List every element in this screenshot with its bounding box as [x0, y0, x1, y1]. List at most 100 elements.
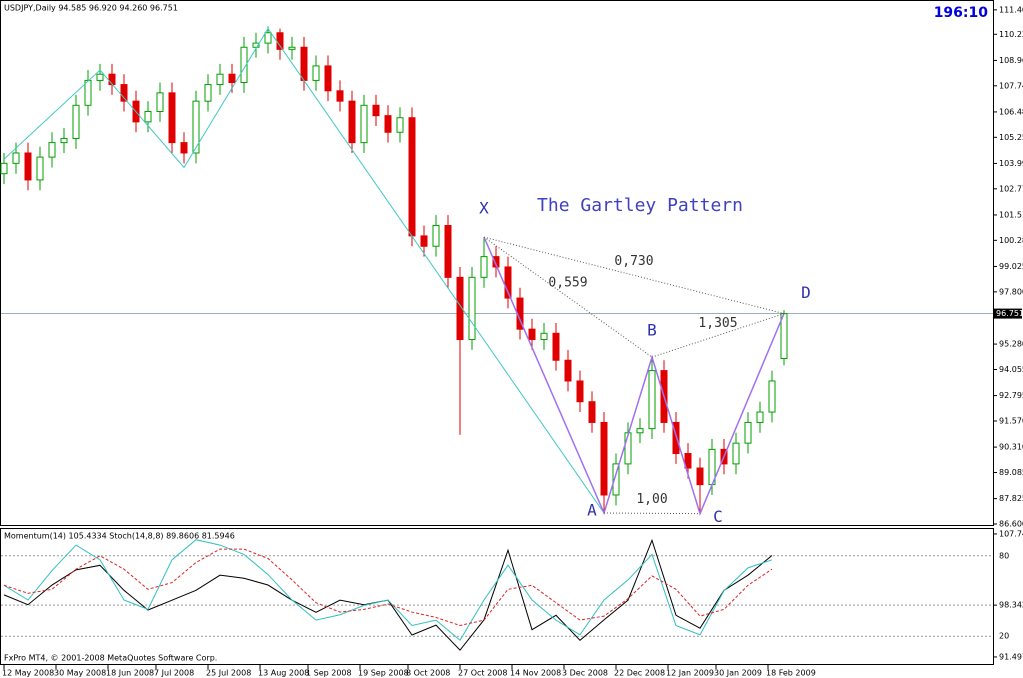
candle-body [24, 152, 32, 181]
candle-body [180, 142, 188, 154]
candle-body [456, 276, 464, 341]
candle-body [144, 111, 152, 123]
y-tick-label: 108.965 [999, 56, 1023, 65]
candle-body [492, 256, 500, 268]
y-tick-label: 90.310 [999, 443, 1023, 452]
candle-body [552, 332, 560, 361]
x-tick-label: 18 Feb 2009 [766, 669, 816, 678]
candle-body [480, 256, 488, 278]
x-tick-label: 8 Oct 2008 [406, 669, 450, 678]
last-price-box [994, 308, 1022, 319]
candle-body [468, 276, 476, 341]
candle-body [36, 156, 44, 181]
candle-body [324, 65, 332, 92]
x-tick-label: 14 Nov 2008 [510, 669, 561, 678]
indicator-panel [0, 528, 994, 665]
y-tick-label: 89.085 [999, 468, 1023, 477]
candle-body [372, 104, 380, 117]
candle-body [240, 46, 248, 83]
x-tick-label: 1 Sep 2008 [306, 669, 352, 678]
annotation-title: The Gartley Pattern [537, 195, 743, 216]
candle-body [684, 453, 692, 469]
candle-body [192, 100, 200, 154]
pattern-point-label: C [713, 507, 723, 526]
y-tick-label: 107.740 [999, 81, 1023, 90]
candle-body [288, 46, 296, 50]
candle-body [264, 32, 272, 44]
ratio-line [651, 313, 785, 358]
y-tick-label: 94.055 [999, 365, 1023, 374]
indicator-header: Momentum(14) 105.4334 Stoch(14,8,8) 89.8… [4, 532, 235, 541]
candle-body [216, 73, 224, 86]
candle-body [744, 421, 752, 444]
zigzag-line [3, 27, 605, 514]
ratio-label: 0,559 [548, 276, 587, 291]
x-tick-label: 27 Oct 2008 [458, 669, 507, 678]
candle-body [768, 380, 776, 413]
candle-body [228, 73, 236, 83]
y-tick-label: 106.480 [999, 107, 1023, 116]
y-tick-label: 91.4975 [999, 652, 1023, 661]
candle-body [276, 32, 284, 50]
x-tick-label: 19 Sep 2008 [358, 669, 409, 678]
candle-body [648, 370, 656, 430]
candle-body [600, 421, 608, 496]
candle-body [564, 359, 572, 382]
y-tick-label: 100.285 [999, 236, 1023, 245]
candle-body [432, 225, 440, 247]
candle-body [384, 115, 392, 133]
y-tick-label: 99.025 [999, 262, 1023, 271]
candle-body [588, 401, 596, 423]
ratio-line [603, 512, 701, 515]
candle-body [396, 117, 404, 133]
candle-body [408, 117, 416, 237]
pattern-point-label: D [801, 283, 811, 302]
candle-body [48, 142, 56, 158]
candle-body [576, 380, 584, 403]
candle-body [444, 225, 452, 278]
ratio-label: 1,00 [636, 492, 667, 507]
candle-body [60, 137, 68, 144]
candle-body [108, 73, 116, 86]
y-tick-label: 105.255 [999, 133, 1023, 142]
candle-body [120, 84, 128, 102]
indicator-line [3, 548, 773, 626]
candle-body [96, 73, 104, 81]
y-tick-label: 110.225 [999, 30, 1023, 39]
candle-body [168, 92, 176, 144]
footer: FxPro MT4, © 2001-2008 MetaQuotes Softwa… [4, 654, 217, 663]
candle-body [156, 92, 164, 113]
candle-body [540, 332, 548, 341]
x-tick-label: 22 Dec 2008 [614, 669, 665, 678]
y-tick-label: 98.3425 [999, 601, 1023, 610]
y-tick-label: 107.7470 [999, 529, 1023, 538]
timer: 196:10 [934, 5, 989, 21]
x-tick-label: 18 Jun 2008 [106, 669, 154, 678]
candle-body [732, 442, 740, 465]
candle-body [72, 104, 80, 139]
symbol-header: USDJPY,Daily 94.585 96.920 94.260 96.751 [4, 4, 178, 13]
y2-tick-label: 20 [999, 632, 1009, 641]
y-tick-label: 86.600 [999, 520, 1023, 529]
candle-body [312, 65, 320, 81]
indicator-line [3, 539, 773, 641]
candle-body [300, 46, 308, 81]
ratio-label: 1,305 [698, 316, 737, 331]
candle-body [0, 162, 8, 175]
x-tick-label: 12 May 2008 [2, 669, 54, 678]
candle-body [636, 428, 644, 434]
x-tick-label: 30 May 2008 [54, 669, 106, 678]
x-tick-label: 7 Jul 2008 [154, 669, 194, 678]
candle-body [612, 463, 620, 496]
x-tick-label: 12 Jan 2009 [666, 669, 714, 678]
ratio-label: 0,730 [614, 254, 653, 269]
x-tick-label: 13 Aug 2008 [258, 669, 309, 678]
candle-body [204, 84, 212, 102]
y-tick-label: 97.800 [999, 287, 1023, 296]
y-tick-label: 91.570 [999, 416, 1023, 425]
candle-body [420, 235, 428, 247]
last-price-label: 96.751 [996, 309, 1023, 318]
y-tick-label: 87.825 [999, 494, 1023, 503]
